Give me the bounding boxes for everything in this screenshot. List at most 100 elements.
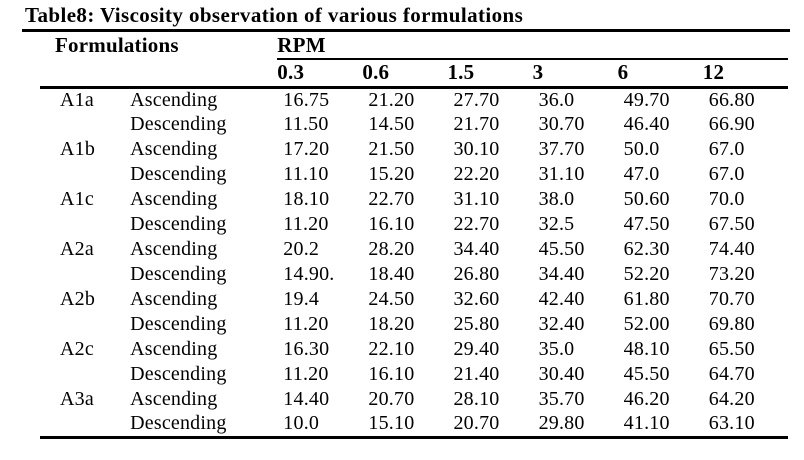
direction-cell: Descending [130, 163, 227, 185]
rpm-values-header-row: 0.3 0.6 1.5 3 6 12 [40, 59, 788, 89]
formulation-cell [40, 362, 128, 387]
viscosity-value-cell: 66.80 [708, 88, 755, 111]
document-page: Table8: Viscosity observation of various… [0, 3, 804, 460]
direction-cell: Descending [130, 213, 227, 235]
formulation-cell: A1a [60, 88, 94, 111]
viscosity-value-cell: 14.50 [368, 113, 415, 135]
viscosity-value-cell: 10.0 [277, 412, 363, 439]
viscosity-value-cell: 28.10 [453, 388, 500, 410]
viscosity-value-cell: 15.10 [362, 412, 448, 439]
viscosity-value-cell: 16.10 [368, 363, 415, 385]
viscosity-value-cell: 26.80 [453, 263, 500, 285]
viscosity-value-cell: 20.2 [283, 238, 320, 260]
viscosity-value-cell: 74.40 [708, 238, 755, 260]
table-row: A1b Ascending 17.20 21.50 30.10 37.70 50.0 67… [40, 137, 788, 162]
group-header-row: Formulations RPM [40, 32, 788, 60]
table-row: A1a Ascending 16.75 21.20 27.70 36.0 49.70 66… [40, 87, 788, 112]
viscosity-value-cell: 70.0 [708, 188, 745, 210]
viscosity-value-cell: 28.20 [368, 238, 415, 260]
viscosity-value-cell: 50.60 [623, 188, 670, 210]
viscosity-value-cell: 11.20 [283, 313, 329, 335]
table-row: Descending 11.20 16.10 22.70 32.5 47.50 67.50 [40, 212, 788, 237]
viscosity-value-cell: 45.50 [623, 363, 670, 385]
formulation-cell: A2c [60, 338, 94, 360]
viscosity-value-cell: 21.40 [453, 363, 500, 385]
direction-cell: Descending [130, 363, 227, 385]
viscosity-value-cell: 16.75 [283, 88, 330, 111]
rpm-column-header: 1.5 [447, 59, 533, 89]
viscosity-value-cell: 15.20 [368, 163, 415, 185]
viscosity-value-cell: 14.90. [283, 263, 335, 285]
viscosity-value-cell: 67.0 [708, 163, 745, 185]
formulation-cell [40, 162, 128, 187]
viscosity-value-cell: 66.90 [708, 113, 755, 135]
rpm-column-header: 3 [532, 59, 618, 89]
direction-cell: Ascending [130, 138, 218, 160]
direction-cell: Descending [130, 263, 227, 285]
viscosity-value-cell: 46.20 [623, 388, 670, 410]
viscosity-value-cell: 21.50 [368, 138, 415, 160]
table-caption: Table8: Viscosity observation of various… [25, 3, 524, 27]
viscosity-value-cell: 30.10 [453, 138, 500, 160]
viscosity-value-cell: 34.40 [538, 263, 585, 285]
direction-cell: Descending [128, 412, 278, 439]
viscosity-value-cell: 36.0 [538, 88, 575, 111]
viscosity-value-cell: 37.70 [538, 138, 585, 160]
viscosity-value-cell: 16.10 [368, 213, 415, 235]
viscosity-value-cell: 34.40 [453, 238, 500, 260]
direction-cell: Ascending [130, 88, 218, 111]
table-row: A2c Ascending 16.30 22.10 29.40 35.0 48.10 65… [40, 337, 788, 362]
table-row: A2b Ascending 19.4 24.50 32.60 42.40 61.80 70… [40, 287, 788, 312]
table-row: Descending 11.10 15.20 22.20 31.10 47.0 67.0 [40, 162, 788, 187]
viscosity-value-cell: 20.70 [368, 388, 415, 410]
rpm-column-header: 0.3 [277, 59, 363, 89]
viscosity-table: Formulations RPM 0.3 0.6 1.5 3 6 12 A1a Ascen… [40, 32, 788, 439]
viscosity-value-cell: 11.10 [283, 163, 329, 185]
viscosity-value-cell: 67.50 [708, 213, 755, 235]
table-row: A2a Ascending 20.2 28.20 34.40 45.50 62.30 74… [40, 237, 788, 262]
viscosity-value-cell: 32.40 [538, 313, 585, 335]
direction-cell: Descending [130, 313, 227, 335]
viscosity-value-cell: 49.70 [623, 88, 670, 111]
viscosity-value-cell: 35.0 [538, 338, 575, 360]
viscosity-value-cell: 18.40 [368, 263, 415, 285]
viscosity-value-cell: 18.10 [283, 188, 330, 210]
viscosity-value-cell: 64.70 [708, 363, 755, 385]
table-row: Descending 11.50 14.50 21.70 30.70 46.40 66.9… [40, 112, 788, 137]
formulation-cell [40, 212, 128, 237]
viscosity-value-cell: 65.50 [708, 338, 755, 360]
rpm-column-header: 12 [702, 59, 788, 89]
rpm-column-header: 6 [617, 59, 703, 89]
viscosity-value-cell: 11.20 [283, 363, 329, 385]
viscosity-value-cell: 52.00 [623, 313, 670, 335]
formulation-cell: A1b [60, 138, 96, 160]
direction-cell: Ascending [130, 238, 218, 260]
viscosity-value-cell: 22.70 [368, 188, 415, 210]
direction-cell: Descending [130, 113, 227, 135]
formulations-group-header: Formulations [55, 33, 179, 57]
viscosity-value-cell: 52.20 [623, 263, 670, 285]
viscosity-value-cell: 21.70 [453, 113, 500, 135]
viscosity-value-cell: 30.40 [538, 363, 585, 385]
viscosity-value-cell: 20.70 [447, 412, 533, 439]
viscosity-value-cell: 32.60 [453, 288, 500, 310]
formulation-cell [40, 112, 128, 137]
viscosity-value-cell: 38.0 [538, 188, 575, 210]
viscosity-value-cell: 29.40 [453, 338, 500, 360]
formulation-cell [40, 312, 128, 337]
table-row: Descending 10.0 15.10 20.70 29.80 41.10 63.10 [40, 412, 788, 439]
viscosity-value-cell: 30.70 [538, 113, 585, 135]
viscosity-value-cell: 29.80 [532, 412, 618, 439]
viscosity-value-cell: 14.40 [283, 388, 330, 410]
viscosity-value-cell: 42.40 [538, 288, 585, 310]
viscosity-value-cell: 25.80 [453, 313, 500, 335]
title-underline: Table8: Viscosity observation of various… [22, 3, 790, 32]
formulation-cell [40, 412, 129, 439]
direction-cell: Ascending [130, 338, 218, 360]
viscosity-value-cell: 50.0 [623, 138, 660, 160]
viscosity-value-cell: 47.50 [623, 213, 670, 235]
formulation-cell: A2b [60, 288, 96, 310]
formulation-cell: A3a [60, 388, 94, 410]
table-row: Descending 11.20 16.10 21.40 30.40 45.50 64.7… [40, 362, 788, 387]
viscosity-value-cell: 22.70 [453, 213, 500, 235]
